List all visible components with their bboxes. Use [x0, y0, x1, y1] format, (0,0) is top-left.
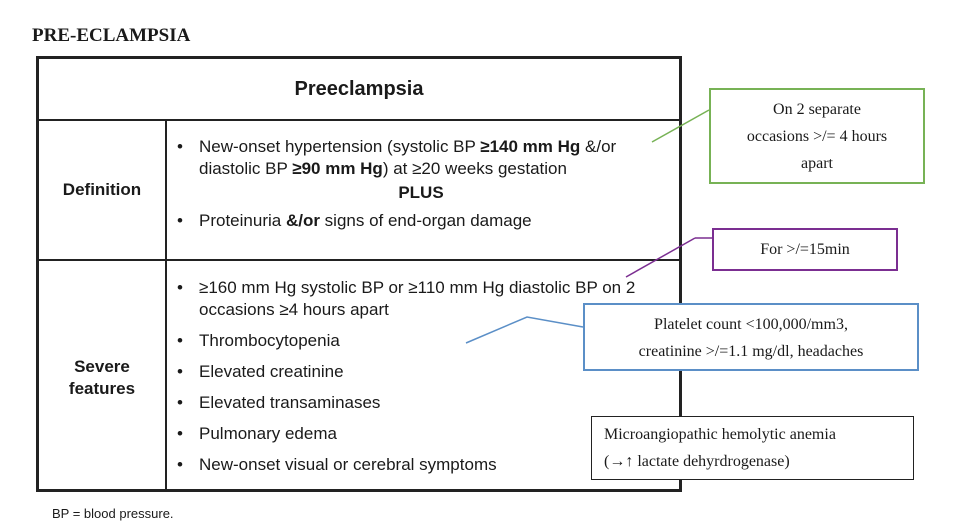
note-line: (→↑ lactate dehyrdrogenase): [604, 453, 790, 470]
note-line: apart: [801, 155, 833, 172]
preeclampsia-table: Preeclampsia Definition New-onset hypert…: [36, 56, 682, 492]
list-item: Thrombocytopenia: [171, 330, 671, 352]
page-title: PRE-ECLAMPSIA: [32, 25, 191, 46]
severe-label-line2: features: [68, 379, 136, 398]
severe-features-items: ≥160 mm Hg systolic BP or ≥110 mm Hg dia…: [171, 277, 671, 485]
severe-label-line1: Severe: [74, 357, 130, 376]
footnote: BP = blood pressure.: [52, 506, 174, 521]
connector-green: [651, 109, 710, 143]
note-line: Platelet count <100,000/mm3,: [654, 316, 848, 333]
definition-item-proteinuria: Proteinuria &/or signs of end-organ dama…: [171, 210, 671, 232]
definition-label: Definition: [39, 121, 165, 259]
row-divider: [39, 259, 679, 261]
connector-purple: [625, 237, 696, 278]
list-item: Pulmonary edema: [171, 423, 671, 445]
definition-label-text: Definition: [62, 180, 142, 199]
def-text: New-onset hypertension (systolic BP: [199, 137, 481, 156]
list-item: ≥160 mm Hg systolic BP or ≥110 mm Hg dia…: [171, 277, 671, 321]
plus-label: PLUS: [398, 183, 444, 202]
definition-items: New-onset hypertension (systolic BP ≥140…: [171, 136, 671, 232]
def-bold: ≥140 mm Hg: [480, 137, 581, 156]
def-text: Proteinuria: [199, 211, 286, 230]
def-bold: ≥90 mm Hg: [292, 159, 383, 178]
definition-item-hypertension: New-onset hypertension (systolic BP ≥140…: [171, 136, 671, 180]
annotation-note-duration: For >/=15min: [712, 228, 898, 271]
severe-features-label: Severe features: [39, 261, 165, 495]
note-line: creatinine >/=1.1 mg/dl, headaches: [638, 343, 864, 360]
list-item: Elevated creatinine: [171, 361, 671, 383]
def-text: ) at ≥20 weeks gestation: [382, 159, 567, 178]
note-line: Microangiopathic hemolytic anemia: [604, 426, 836, 443]
connector-blue: [465, 316, 584, 344]
annotation-note-occasions: On 2 separate occasions >/= 4 hours apar…: [709, 88, 925, 184]
column-divider: [165, 119, 167, 489]
table-header: Preeclampsia: [39, 59, 679, 121]
list-item: New-onset visual or cerebral symptoms: [171, 454, 671, 476]
note-line: On 2 separate: [773, 101, 861, 118]
list-item: Elevated transaminases: [171, 392, 671, 414]
note-line: occasions >/= 4 hours: [746, 128, 888, 145]
annotation-note-labs: Platelet count <100,000/mm3, creatinine …: [583, 303, 919, 371]
def-text: signs of end-organ damage: [319, 211, 532, 230]
def-bold: &/or: [285, 211, 320, 230]
def-text: &/or diastolic BP: [199, 137, 617, 178]
annotation-note-hemolytic: Microangiopathic hemolytic anemia (→↑ la…: [591, 416, 914, 480]
